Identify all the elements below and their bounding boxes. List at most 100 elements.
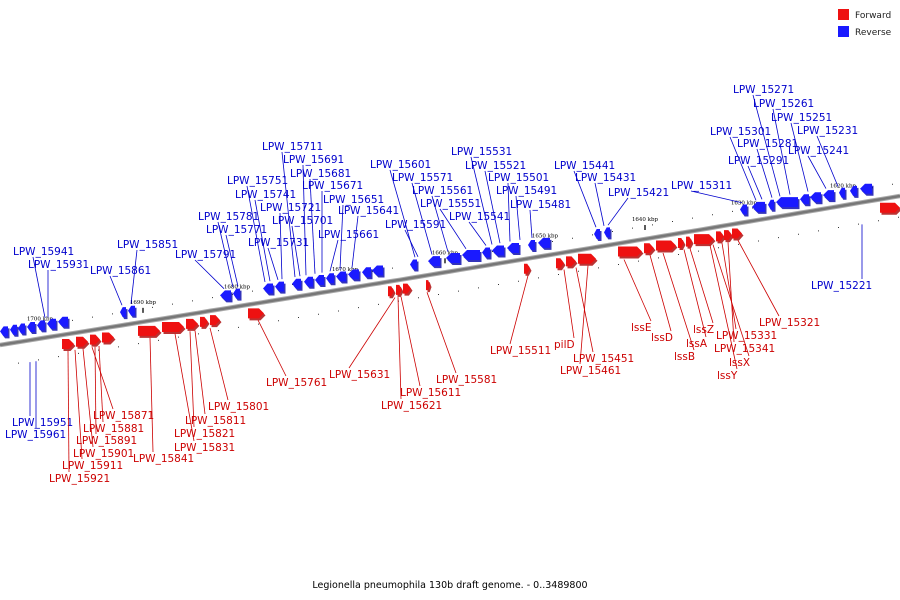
reverse-gene-label: LPW_15301 — [710, 126, 771, 138]
reverse-gene-label: LPW_15241 — [788, 145, 849, 157]
reverse-gene-leader — [756, 148, 773, 198]
reverse-gene-label: LPW_15591 — [385, 219, 446, 231]
forward-gene-label: LPW_15841 — [133, 453, 194, 465]
legend-forward-swatch — [838, 9, 849, 20]
forward-gene — [656, 240, 678, 253]
reverse-gene — [315, 275, 326, 287]
forward-gene-label: LPW_15811 — [185, 415, 246, 427]
forward-gene — [644, 243, 656, 256]
forward-gene-label: LPW_15831 — [174, 442, 235, 454]
reverse-gene-leader — [254, 199, 271, 282]
reverse-gene-leader — [439, 208, 467, 250]
reverse-gene-label: LPW_15561 — [412, 185, 473, 197]
reverse-gene-leader — [690, 190, 743, 204]
forward-gene-leader — [94, 346, 97, 435]
reverse-gene-label: LPW_15431 — [575, 172, 636, 184]
reverse-gene — [0, 326, 10, 339]
reverse-gene-label: LPW_15281 — [737, 138, 798, 150]
forward-gene-label: lssZ — [693, 324, 714, 336]
forward-gene-leader — [649, 255, 672, 332]
tick-label: 1640 kbp — [632, 217, 659, 223]
reverse-gene-leader — [594, 182, 605, 226]
forward-gene-label: lssE — [631, 322, 652, 334]
reverse-gene-label: LPW_15441 — [554, 160, 615, 172]
reverse-gene — [839, 187, 847, 200]
forward-gene-leader — [426, 292, 457, 374]
forward-gene-label: LPW_15901 — [73, 448, 134, 460]
reverse-gene-leader — [515, 195, 521, 240]
reverse-gene-leader — [807, 155, 827, 189]
forward-gene — [566, 256, 578, 269]
forward-gene-leader — [98, 345, 104, 423]
tick-label: 1680 kbp — [224, 285, 251, 291]
forward-gene-leader — [74, 349, 83, 460]
reverse-gene-label: LPW_15751 — [227, 175, 288, 187]
reverse-gene-leader — [339, 204, 344, 270]
forward-gene-label: LPW_15891 — [76, 435, 137, 447]
reverse-gene-leader — [752, 94, 781, 197]
forward-gene — [388, 286, 396, 299]
reverse-gene — [292, 278, 303, 291]
forward-gene-leader — [189, 331, 195, 428]
reverse-gene-leader — [246, 185, 266, 283]
forward-gene — [138, 325, 162, 338]
reverse-gene-leader — [772, 108, 791, 195]
forward-gene — [678, 238, 686, 250]
reverse-gene-leader — [431, 195, 449, 252]
forward-gene-label: LPW_15821 — [174, 428, 235, 440]
reverse-gene-label: LPW_15711 — [262, 141, 323, 153]
reverse-gene-leader — [130, 249, 138, 304]
forward-gene-leader — [689, 248, 714, 324]
reverse-gene-label: LPW_15231 — [797, 125, 858, 137]
reverse-gene — [428, 256, 442, 269]
forward-gene-leader — [662, 252, 695, 351]
reverse-gene — [776, 197, 800, 210]
reverse-gene-label: LPW_15491 — [496, 185, 557, 197]
reverse-gene-leader — [309, 178, 316, 274]
forward-gene-leader — [194, 330, 206, 415]
reverse-gene — [47, 318, 58, 331]
forward-gene-label: LPW_15331 — [716, 330, 777, 342]
forward-gene-leader — [709, 245, 738, 370]
reverse-gene — [128, 305, 137, 318]
forward-gene — [716, 231, 726, 244]
forward-gene-label: lssB — [674, 351, 695, 363]
forward-gene-leader — [67, 351, 70, 473]
reverse-gene — [594, 229, 602, 241]
reverse-gene-label: LPW_15421 — [608, 187, 669, 199]
reverse-gene-leader — [109, 275, 123, 306]
forward-gene — [248, 308, 266, 321]
reverse-gene-leader — [747, 165, 763, 200]
reverse-gene-label: LPW_15221 — [811, 280, 872, 292]
reverse-gene-leader — [816, 135, 839, 187]
forward-gene-label: LPW_15801 — [208, 401, 269, 413]
tick-label: 1650 kbp — [532, 234, 559, 240]
forward-gene-label: LPW_15911 — [62, 460, 123, 472]
reverse-gene-leader — [411, 182, 433, 255]
reverse-gene-label: LPW_15771 — [206, 224, 267, 236]
genome-backbone — [0, 193, 900, 348]
reverse-gene — [362, 267, 373, 280]
forward-gene-leader — [400, 296, 421, 387]
forward-gene — [732, 228, 744, 241]
forward-gene — [102, 332, 116, 345]
reverse-gene-leader — [607, 197, 629, 226]
forward-gene — [403, 283, 413, 296]
forward-gene-leader — [149, 337, 154, 453]
reverse-gene-label: LPW_15731 — [248, 237, 309, 249]
reverse-gene-label: LPW_15521 — [465, 160, 526, 172]
reverse-gene — [507, 243, 521, 255]
reverse-gene-label: LPW_15571 — [392, 172, 453, 184]
forward-gene — [618, 246, 644, 259]
forward-gene-label: LPW_15341 — [714, 343, 775, 355]
reverse-gene-leader — [404, 229, 419, 257]
forward-gene — [426, 280, 432, 293]
forward-gene-label: LPW_15621 — [381, 400, 442, 412]
forward-gene — [210, 315, 222, 328]
reverse-gene-label: LPW_15251 — [771, 112, 832, 124]
reverse-gene — [120, 307, 128, 320]
reverse-gene — [27, 322, 37, 334]
reverse-gene — [10, 324, 19, 337]
